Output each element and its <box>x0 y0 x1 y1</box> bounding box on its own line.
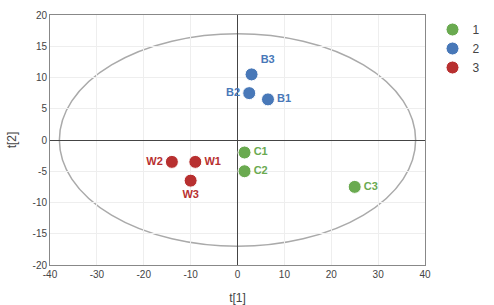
svg-text:-20: -20 <box>137 269 152 280</box>
svg-text:C1: C1 <box>254 145 268 157</box>
svg-text:t[1]: t[1] <box>229 291 246 305</box>
svg-text:1: 1 <box>473 23 480 37</box>
svg-text:3: 3 <box>473 61 480 75</box>
svg-text:-10: -10 <box>33 197 48 208</box>
svg-text:2: 2 <box>473 42 480 56</box>
svg-text:W3: W3 <box>182 188 199 200</box>
svg-text:C2: C2 <box>254 164 268 176</box>
svg-text:B2: B2 <box>226 86 240 98</box>
svg-text:40: 40 <box>419 269 431 280</box>
svg-text:-30: -30 <box>90 269 105 280</box>
svg-text:B3: B3 <box>261 53 275 65</box>
svg-text:W2: W2 <box>146 155 163 167</box>
svg-text:0: 0 <box>41 135 47 146</box>
svg-text:20: 20 <box>326 269 338 280</box>
svg-text:t[2]: t[2] <box>5 132 19 149</box>
svg-text:-15: -15 <box>33 228 48 239</box>
svg-text:C3: C3 <box>364 180 378 192</box>
svg-text:-5: -5 <box>38 166 47 177</box>
svg-text:B1: B1 <box>277 92 291 104</box>
svg-text:-40: -40 <box>43 269 58 280</box>
svg-text:10: 10 <box>279 269 291 280</box>
svg-text:0: 0 <box>235 269 241 280</box>
svg-text:15: 15 <box>36 41 48 52</box>
svg-text:-10: -10 <box>183 269 198 280</box>
svg-text:5: 5 <box>41 103 47 114</box>
svg-text:30: 30 <box>373 269 385 280</box>
svg-text:W1: W1 <box>204 155 221 167</box>
svg-text:10: 10 <box>36 72 48 83</box>
svg-text:20: 20 <box>36 10 48 21</box>
svg-text:-20: -20 <box>33 260 48 271</box>
